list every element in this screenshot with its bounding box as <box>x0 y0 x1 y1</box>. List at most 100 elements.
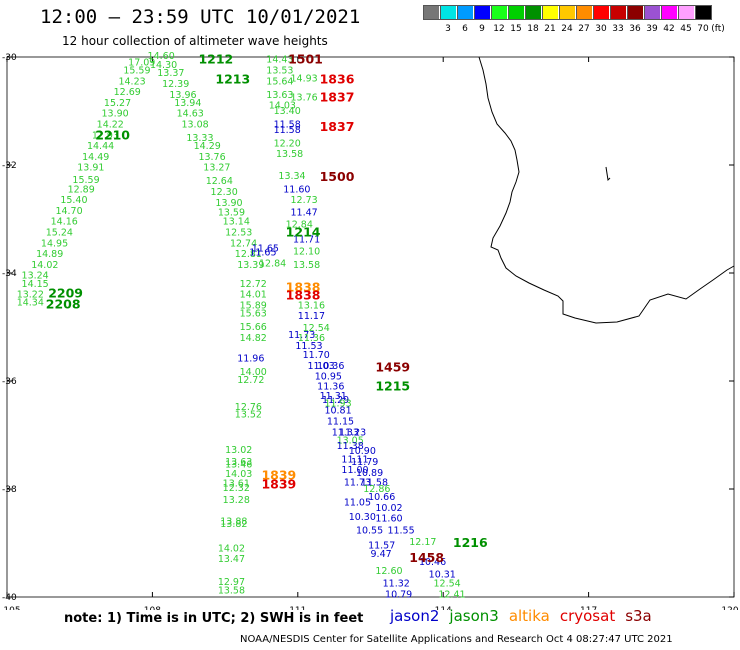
scale-swatch <box>661 5 677 20</box>
wave-height-reading: 12.72 <box>240 279 267 290</box>
pass-time-label: 1212 <box>198 52 233 67</box>
wave-height-reading: 12.60 <box>375 566 402 577</box>
wave-height-reading: 12.54 <box>303 323 330 334</box>
page-subtitle: 12 hour collection of altimeter wave hei… <box>62 34 328 48</box>
wave-height-reading: 14.89 <box>36 249 63 260</box>
wave-height-reading: 11.17 <box>298 311 325 322</box>
wave-height-reading: 13.82 <box>220 519 247 530</box>
wave-height-reading: 13.14 <box>223 217 250 228</box>
lon-tick-label: 117 <box>580 606 597 610</box>
wave-height-reading: 13.76 <box>198 152 225 163</box>
wave-height-reading: 12.54 <box>434 579 461 590</box>
wave-height-reading: 11.05 <box>344 498 371 509</box>
wave-height-reading: 11.47 <box>291 208 318 219</box>
wave-height-reading: 12.93 <box>92 130 119 141</box>
pass-time-label: 1501 <box>288 52 323 67</box>
wave-height-reading: 13.90 <box>102 109 129 120</box>
scale-label: 33 <box>612 24 624 34</box>
wave-height-reading: 12.84 <box>286 219 313 230</box>
map-axis-ticks: 105 108 111 114 117 120 -30 -32 -34 -36 -38 -40 <box>2 53 739 610</box>
pass-time-label: 1459 <box>375 360 410 375</box>
scale-label: 27 <box>578 24 590 34</box>
wave-height-reading: 13.96 <box>169 90 196 101</box>
wave-height-reading: 10.90 <box>349 446 376 457</box>
wave-height-reading: 14.22 <box>97 120 124 131</box>
wave-height-reading: 14.95 <box>41 238 68 249</box>
wave-height-reading: 11.03 <box>307 361 334 372</box>
wave-height-reading: 13.08 <box>181 120 208 131</box>
scale-swatch <box>525 5 541 20</box>
pass-time-label: 1838 <box>286 280 321 295</box>
pass-time-label: 1839 <box>261 468 296 483</box>
wave-height-reading: 11.36 <box>317 381 344 392</box>
pass-time-label: 1214 <box>286 225 321 240</box>
pass-time-label: 1837 <box>320 90 355 105</box>
pass-time-label: 1839 <box>261 477 296 492</box>
scale-label: 15 <box>510 24 522 34</box>
wave-height-reading: 13.76 <box>291 93 318 104</box>
scale-label: 24 <box>561 24 573 34</box>
wave-height-reading: 13.22 <box>17 290 44 301</box>
page-title: 12:00 – 23:59 UTC 10/01/2021 <box>40 6 361 28</box>
australia-coastline <box>478 56 735 324</box>
lon-tick-label: 114 <box>435 606 452 610</box>
wave-height-reading: 14.60 <box>148 51 175 62</box>
wave-height-reading: 13.94 <box>174 98 201 109</box>
wave-height-reading: 11.58 <box>361 478 388 489</box>
wave-height-reading: 13.58 <box>293 260 320 271</box>
pass-time-label: 1836 <box>320 72 355 87</box>
wave-height-reading: 11.31 <box>320 391 347 402</box>
wave-height-reading: 12.84 <box>259 258 286 269</box>
wave-height-reading: 13.02 <box>225 445 252 456</box>
wave-height-reading: 11.11 <box>341 454 368 465</box>
wave-height-reading: 11.58 <box>274 125 301 136</box>
pass-time-label: 2210 <box>95 127 130 142</box>
wave-height-reading: 11.70 <box>303 350 330 361</box>
wave-height-reading: 10.30 <box>349 512 376 523</box>
wave-height-reading: 14.16 <box>51 217 78 228</box>
pass-time-label: 1500 <box>320 169 355 184</box>
wave-height-reading: 10.31 <box>429 569 456 580</box>
wave-height-reading: 10.02 <box>375 503 402 514</box>
wave-height-reading: 14.49 <box>82 152 109 163</box>
scale-unit: (ft) <box>711 24 725 34</box>
lat-tick-label: -30 <box>2 53 17 63</box>
scale-swatch <box>474 5 490 20</box>
wave-height-reading: 11.93 <box>324 399 351 410</box>
scale-label: 42 <box>663 24 675 34</box>
wave-height-reading: 15.64 <box>266 76 293 87</box>
wave-height-reading: 12.89 <box>68 184 95 195</box>
wave-height-reading: 12.32 <box>223 483 250 494</box>
pass-time-label: 1215 <box>375 378 410 393</box>
wave-height-reading: 11.71 <box>293 235 320 246</box>
wave-height-reading: 13.16 <box>298 300 325 311</box>
pass-time-label: 2209 <box>48 286 83 301</box>
wave-height-reading: 11.55 <box>387 526 414 537</box>
wave-height-reading: 15.59 <box>123 66 150 77</box>
wave-height-reading: 12.76 <box>235 402 262 413</box>
wave-height-reading: 12.39 <box>162 79 189 90</box>
wave-height-reading: 10.81 <box>324 406 351 417</box>
wave-height-reading: 15.66 <box>240 322 267 333</box>
wave-height-reading: 13.91 <box>77 163 104 174</box>
wave-height-reading: 12.74 <box>230 238 257 249</box>
lon-tick-label: 111 <box>289 606 306 610</box>
pass-time-label: 1838 <box>286 288 321 303</box>
lat-tick-label: -34 <box>2 269 17 279</box>
scale-swatch <box>559 5 575 20</box>
scale-swatch <box>508 5 524 20</box>
wave-height-reading: 12.73 <box>291 195 318 206</box>
lon-tick-label: 108 <box>144 606 161 610</box>
wave-height-reading: 15.40 <box>60 195 87 206</box>
wave-height-reading: 11.73 <box>288 330 315 341</box>
wave-height-reading: 14.23 <box>118 76 145 87</box>
wave-height-reading: 14.29 <box>194 141 221 152</box>
wave-height-reading: 15.63 <box>240 309 267 320</box>
scale-label: 9 <box>479 24 485 34</box>
scale-label: 30 <box>595 24 607 34</box>
wave-height-reading: 11.60 <box>283 184 310 195</box>
wave-height-reading: 12.53 <box>225 228 252 239</box>
wave-height-reading: 13.53 <box>266 66 293 77</box>
wave-height-reading: 14.44 <box>87 141 114 152</box>
